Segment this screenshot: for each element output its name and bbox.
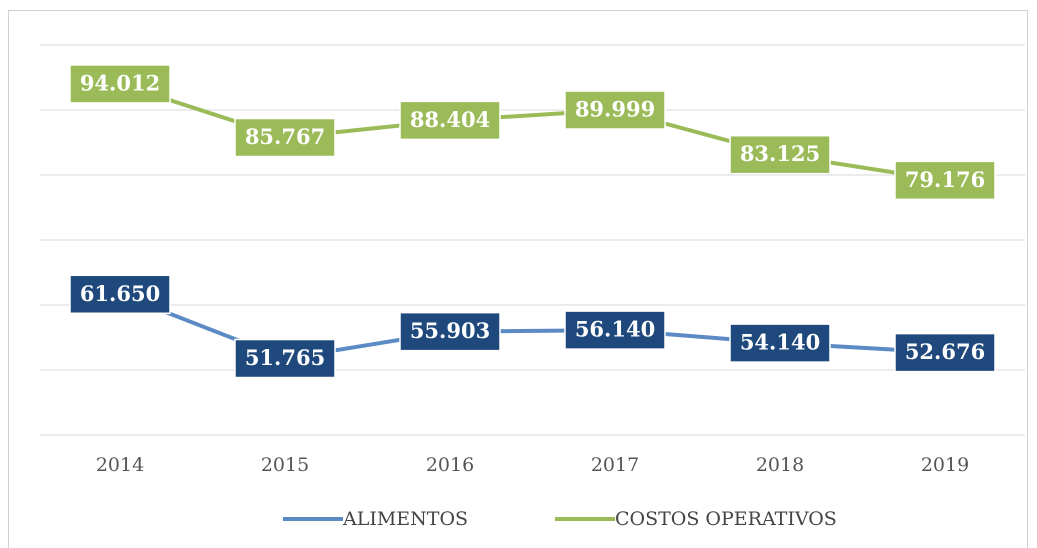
- data-label: 55.903: [410, 318, 490, 343]
- data-label: 88.404: [410, 107, 490, 132]
- data-label-box: [399, 100, 501, 141]
- data-label-box: [399, 311, 501, 352]
- data-label-box: [894, 160, 996, 201]
- data-label-box: [894, 332, 996, 373]
- x-tick-label: 2018: [756, 454, 804, 476]
- data-label-box: [564, 310, 666, 350]
- x-tick-label: 2014: [96, 454, 144, 476]
- data-label: 52.676: [905, 339, 985, 364]
- data-label: 79.176: [905, 167, 985, 192]
- data-label-box: [729, 134, 831, 175]
- data-label: 51.765: [245, 345, 325, 370]
- legend-label: ALIMENTOS: [342, 508, 468, 530]
- data-label-box: [69, 274, 171, 315]
- data-label-box: [564, 90, 666, 130]
- x-tick-label: 2019: [921, 454, 969, 476]
- data-label: 54.140: [740, 330, 820, 355]
- data-label-box: [234, 338, 336, 379]
- chart-border: [8, 10, 1028, 548]
- data-label: 61.650: [80, 281, 160, 306]
- data-label-box: [234, 117, 336, 158]
- data-label: 56.140: [575, 317, 655, 342]
- data-label-box: [69, 64, 171, 104]
- legend-label: COSTOS OPERATIVOS: [615, 508, 837, 530]
- data-label: 85.767: [245, 124, 325, 149]
- data-label: 83.125: [740, 141, 820, 166]
- data-label-box: [729, 323, 831, 363]
- data-label: 89.999: [575, 97, 655, 122]
- x-tick-label: 2016: [426, 454, 474, 476]
- x-tick-label: 2017: [591, 454, 639, 476]
- x-tick-label: 2015: [261, 454, 309, 476]
- data-label: 94.012: [80, 70, 160, 95]
